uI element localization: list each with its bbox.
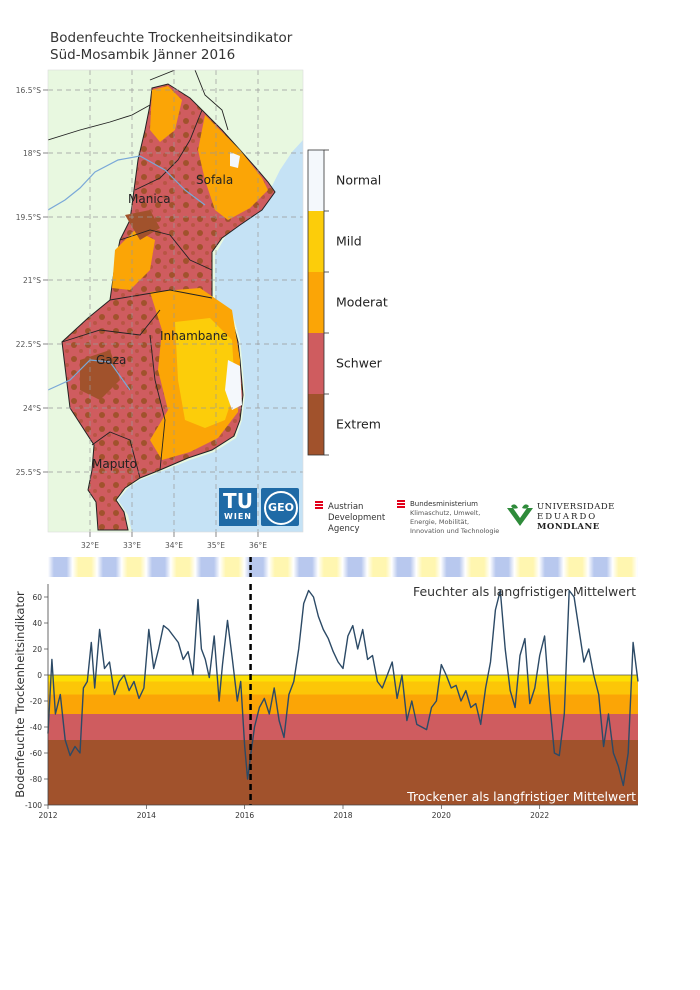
- lat-tick-label: 25.5°S: [16, 468, 41, 477]
- province-label-inhambane: Inhambane: [160, 329, 228, 343]
- uem-emblem-icon: [507, 504, 533, 526]
- legend-swatch-extrem: [308, 394, 324, 455]
- legend-swatch-moderat: [308, 272, 324, 333]
- legend-label-schwer: Schwer: [336, 356, 383, 371]
- bmk-logo: Bundesministerium Klimaschutz, Umwelt, E…: [397, 500, 499, 536]
- legend-swatch-normal: [308, 150, 324, 211]
- lon-tick-label: 36°E: [249, 541, 267, 550]
- y-tick-label: -80: [30, 775, 42, 784]
- legend-label-moderat: Moderat: [336, 295, 388, 310]
- province-label-sofala: Sofala: [196, 173, 233, 187]
- legend-swatch-mild: [308, 211, 324, 272]
- bmk-line-1: Bundesministerium: [410, 500, 478, 508]
- normal-area-coast: [225, 360, 242, 410]
- lat-tick-labels: 16.5°S 18°S 19.5°S 21°S 22.5°S 24°S 25.5°S: [16, 86, 48, 477]
- tu-logo-text: TU: [223, 489, 253, 513]
- uem-line-2: EDUARDO: [537, 512, 598, 522]
- tu-wien-logo: TU WIEN: [219, 488, 257, 526]
- legend-label-mild: Mild: [336, 234, 362, 249]
- lon-tick-labels: 32°E 33°E 34°E 35°E 36°E: [81, 532, 267, 550]
- severity-band: [48, 681, 638, 695]
- x-tick-label: 2020: [432, 811, 451, 820]
- ada-line-2: Development: [328, 513, 386, 523]
- lon-tick-label: 35°E: [207, 541, 225, 550]
- y-tick-label: -100: [25, 801, 42, 810]
- province-label-gaza: Gaza: [96, 353, 126, 367]
- title-line-1: Bodenfeuchte Trockenheitsindikator: [50, 30, 293, 46]
- moderate-area-sofala: [198, 115, 268, 220]
- drought-map: Sofala Manica Inhambane Gaza Maputo 16.5…: [16, 69, 304, 550]
- y-tick-label: -40: [30, 723, 42, 732]
- severity-band: [48, 740, 638, 805]
- y-tick-label: -20: [30, 697, 42, 706]
- lat-tick-label: 21°S: [23, 276, 41, 285]
- province-borders: [61, 109, 213, 479]
- legend-label-normal: Normal: [336, 173, 381, 188]
- lat-tick-label: 22.5°S: [16, 340, 41, 349]
- lon-tick-label: 33°E: [123, 541, 141, 550]
- bmk-line-2: Klimaschutz, Umwelt,: [410, 509, 481, 517]
- lat-tick-label: 18°S: [23, 149, 41, 158]
- ada-line-1: Austrian: [328, 502, 364, 512]
- mild-area-inhambane: [175, 318, 235, 428]
- chart-title: Bodenfeuchte Trockenheitsindikator Süd-M…: [50, 30, 292, 64]
- province-label-manica: Manica: [128, 192, 171, 206]
- province-label-maputo: Maputo: [92, 457, 137, 471]
- neighbor-borders: [48, 70, 229, 141]
- x-tick-label: 2012: [38, 811, 57, 820]
- ada-line-3: Agency: [328, 524, 360, 534]
- legend-swatch-schwer: [308, 333, 324, 394]
- severity-bands: [48, 675, 638, 805]
- wetter-annotation: Feuchter als langfristiger Mittelwert: [413, 584, 636, 599]
- lat-tick-label: 19.5°S: [16, 213, 41, 222]
- title-line-2: Süd-Mosambik Jänner 2016: [50, 47, 236, 63]
- x-tick-label: 2014: [137, 811, 156, 820]
- legend-label-extrem: Extrem: [336, 417, 381, 432]
- x-tick-label: 2016: [235, 811, 254, 820]
- y-axis-label: Bodenfeuchte Trockenheitsindikator: [13, 591, 27, 798]
- austria-flag-icon: [315, 502, 323, 507]
- geo-logo-text: GEO: [264, 491, 298, 525]
- x-tick-label: 2022: [530, 811, 549, 820]
- y-tick-label: 0: [37, 671, 42, 680]
- ocean-area: [118, 140, 303, 532]
- map-gridlines: [48, 70, 303, 532]
- x-tick-label: 2018: [333, 811, 352, 820]
- severity-band: [48, 714, 638, 740]
- normal-area-sofala: [230, 152, 240, 168]
- lat-tick-label: 24°S: [23, 404, 41, 413]
- lat-tick-label: 16.5°S: [16, 86, 41, 95]
- uem-line-1: UNIVERSIDADE: [537, 502, 615, 512]
- tu-logo-subtext: WIEN: [224, 512, 252, 521]
- uem-logo: UNIVERSIDADE EDUARDO MONDLANE: [505, 502, 615, 534]
- severity-band: [48, 694, 638, 714]
- drier-annotation: Trockener als langfristiger Mittelwert: [406, 789, 636, 804]
- y-tick-label: 60: [32, 593, 42, 602]
- map-legend: Normal Mild Moderat Schwer Extrem: [307, 149, 388, 456]
- y-tick-label: 20: [32, 645, 42, 654]
- bmk-line-3: Energie, Mobilität,: [410, 518, 470, 526]
- ada-logo: Austrian Development Agency: [315, 500, 385, 535]
- extreme-area-manica: [125, 210, 160, 240]
- moderate-area-manica: [112, 230, 155, 290]
- lon-tick-label: 34°E: [165, 541, 183, 550]
- y-tick-label: 40: [32, 619, 42, 628]
- austria-flag-icon: [397, 502, 405, 506]
- uem-line-3: MONDLANE: [537, 522, 600, 532]
- geo-logo: GEO: [261, 488, 299, 526]
- indicator-line: [47, 589, 639, 787]
- y-tick-label: -60: [30, 749, 42, 758]
- season-stripe: [48, 557, 638, 577]
- lon-tick-label: 32°E: [81, 541, 99, 550]
- bmk-line-4: Innovation und Technologie: [410, 527, 500, 535]
- logos: TU WIEN GEO Austrian Development Agency …: [215, 488, 685, 536]
- severity-band: [48, 675, 638, 682]
